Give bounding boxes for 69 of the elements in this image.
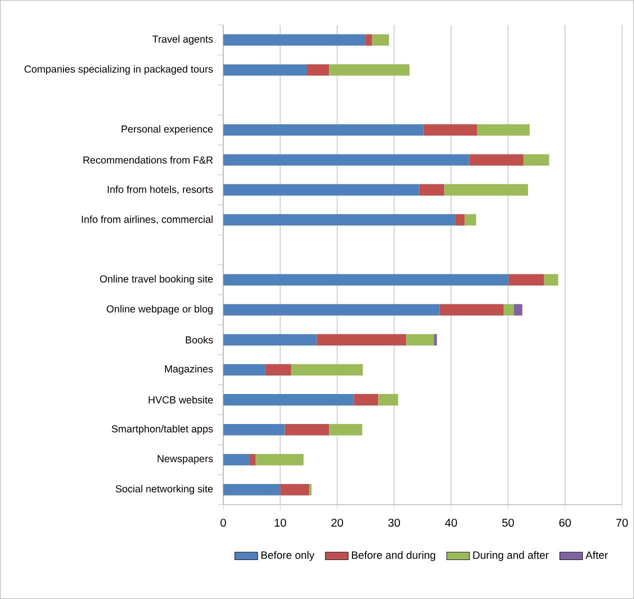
bar — [223, 274, 509, 286]
bar — [406, 334, 434, 346]
x-tick-label: 50 — [502, 518, 514, 527]
y-tick-label: Info from airlines, commercial — [82, 216, 213, 224]
bar — [464, 214, 476, 226]
bar — [256, 454, 304, 466]
x-tick-label: 60 — [559, 518, 571, 527]
bar — [223, 304, 440, 316]
bar — [223, 124, 424, 136]
y-tick-label: Recommendations from F&R — [83, 156, 213, 164]
bar — [440, 304, 504, 316]
bar — [223, 154, 470, 166]
bar — [223, 454, 250, 466]
bar — [523, 154, 550, 166]
bar — [280, 484, 310, 496]
legend-label: During and after — [473, 551, 549, 561]
legend-label: After — [586, 551, 608, 559]
y-tick-label: Companies specializing in packaged tours — [24, 65, 213, 75]
bar — [434, 334, 437, 346]
bar — [469, 154, 524, 166]
y-tick-label: Info from hotels, resorts — [108, 186, 213, 194]
bar — [223, 364, 266, 376]
x-tick-label: 70 — [616, 518, 628, 527]
bar — [306, 64, 330, 76]
y-tick-label: Books — [186, 336, 213, 344]
bar — [329, 424, 362, 436]
bar — [223, 184, 420, 196]
bar — [249, 454, 256, 466]
y-tick-label: Travel agents — [152, 35, 213, 45]
x-tick-label: 30 — [388, 518, 400, 527]
legend-label: Before and during — [352, 551, 436, 561]
bar — [354, 394, 378, 406]
bar — [329, 64, 410, 76]
bar — [544, 274, 558, 286]
bar — [372, 34, 390, 46]
y-tick-label: Online travel booking site — [100, 275, 213, 285]
legend-label: Before only — [261, 551, 314, 561]
x-tick-label: 20 — [331, 518, 344, 527]
bar — [455, 214, 465, 226]
bar — [223, 214, 456, 226]
bar — [284, 424, 330, 436]
bar — [424, 124, 478, 136]
bar — [444, 184, 528, 196]
y-tick-label: Social networking site — [116, 484, 213, 494]
bar — [378, 394, 398, 406]
bar — [419, 184, 444, 196]
bar — [223, 394, 354, 406]
bar — [223, 424, 285, 436]
x-tick-label: 40 — [445, 518, 457, 527]
y-tick-label: Magazines — [165, 365, 213, 374]
bar — [291, 364, 363, 376]
bar — [265, 364, 292, 376]
bar — [316, 334, 406, 346]
y-tick-label: Personal experience — [122, 125, 213, 135]
x-tick-label: 10 — [274, 518, 286, 527]
bar — [514, 304, 522, 316]
bar — [223, 334, 317, 346]
y-tick-label: Smartphon/tablet apps — [112, 425, 213, 434]
bar — [223, 34, 366, 46]
bar — [223, 64, 307, 76]
y-tick-label: Online webpage or blog — [106, 305, 213, 315]
y-tick-label: HVCB website — [148, 396, 213, 404]
bar — [477, 124, 530, 136]
x-tick-label: 0 — [220, 518, 226, 527]
bar — [365, 34, 372, 46]
y-tick-label: Newspapers — [158, 455, 213, 464]
bar — [508, 274, 544, 286]
bar — [223, 484, 280, 496]
bar — [504, 304, 514, 316]
